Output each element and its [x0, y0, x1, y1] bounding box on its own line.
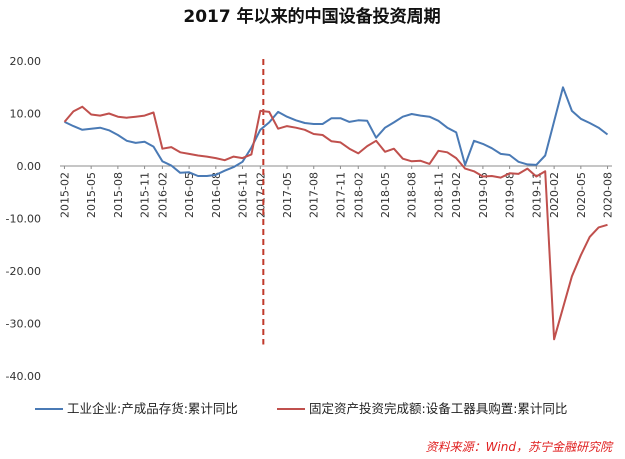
y-axis: 20.00 10.00 0.00 -10.00 -20.00 -30.00 -40.00	[6, 55, 41, 383]
x-tick-label: 2017-05	[281, 172, 294, 218]
x-tick-label: 2020-08	[602, 172, 615, 218]
y-tick-label: -30.00	[6, 318, 41, 331]
x-tick-label: 2019-08	[504, 172, 517, 218]
legend-label-equipment: 固定资产投资完成额:设备工器具购置:累计同比	[309, 401, 567, 416]
x-tick-label: 2015-02	[58, 172, 71, 218]
series-line-equipment	[63, 105, 608, 341]
x-tick-label: 2015-08	[112, 172, 125, 218]
series-line-inventory	[64, 86, 609, 177]
chart-title: 2017 年以来的中国设备投资周期	[183, 6, 440, 27]
x-tick-label: 2016-05	[183, 172, 196, 218]
x-tick-label: 2016-11	[237, 172, 250, 218]
x-tick-label: 2015-05	[85, 172, 98, 218]
legend-label-inventory: 工业企业:产成品存货:累计同比	[67, 401, 238, 416]
source-note: 资料来源：Wind，苏宁金融研究院	[426, 440, 614, 454]
y-tick-label: -20.00	[6, 265, 41, 278]
y-tick-label: -40.00	[6, 370, 41, 383]
x-axis: 2015-02 2015-05 2015-08 2015-11 2016-02 2016-…	[58, 166, 615, 218]
x-tick-label: 2018-08	[406, 172, 419, 218]
x-tick-label: 2019-11	[530, 172, 543, 218]
x-tick-label: 2016-08	[210, 172, 223, 218]
x-tick-label: 2019-05	[477, 172, 490, 218]
x-tick-label: 2017-11	[334, 172, 347, 218]
x-tick-label: 2017-08	[308, 172, 321, 218]
x-tick-label: 2018-05	[379, 172, 392, 218]
y-tick-label: -10.00	[6, 213, 41, 226]
y-tick-label: 10.00	[10, 108, 42, 121]
legend: 工业企业:产成品存货:累计同比 固定资产投资完成额:设备工器具购置:累计同比	[35, 401, 567, 416]
y-tick-label: 0.00	[17, 160, 42, 173]
x-tick-label: 2017-02	[254, 172, 267, 218]
series-group	[63, 86, 609, 341]
y-tick-label: 20.00	[10, 55, 42, 68]
x-tick-label: 2019-02	[450, 172, 463, 218]
x-tick-label: 2020-02	[548, 172, 561, 218]
x-tick-label: 2018-02	[352, 172, 365, 218]
x-tick-label: 2018-11	[432, 172, 445, 218]
x-tick-label: 2016-02	[156, 172, 169, 218]
x-tick-label: 2015-11	[139, 172, 152, 218]
x-tick-label: 2020-05	[575, 172, 588, 218]
